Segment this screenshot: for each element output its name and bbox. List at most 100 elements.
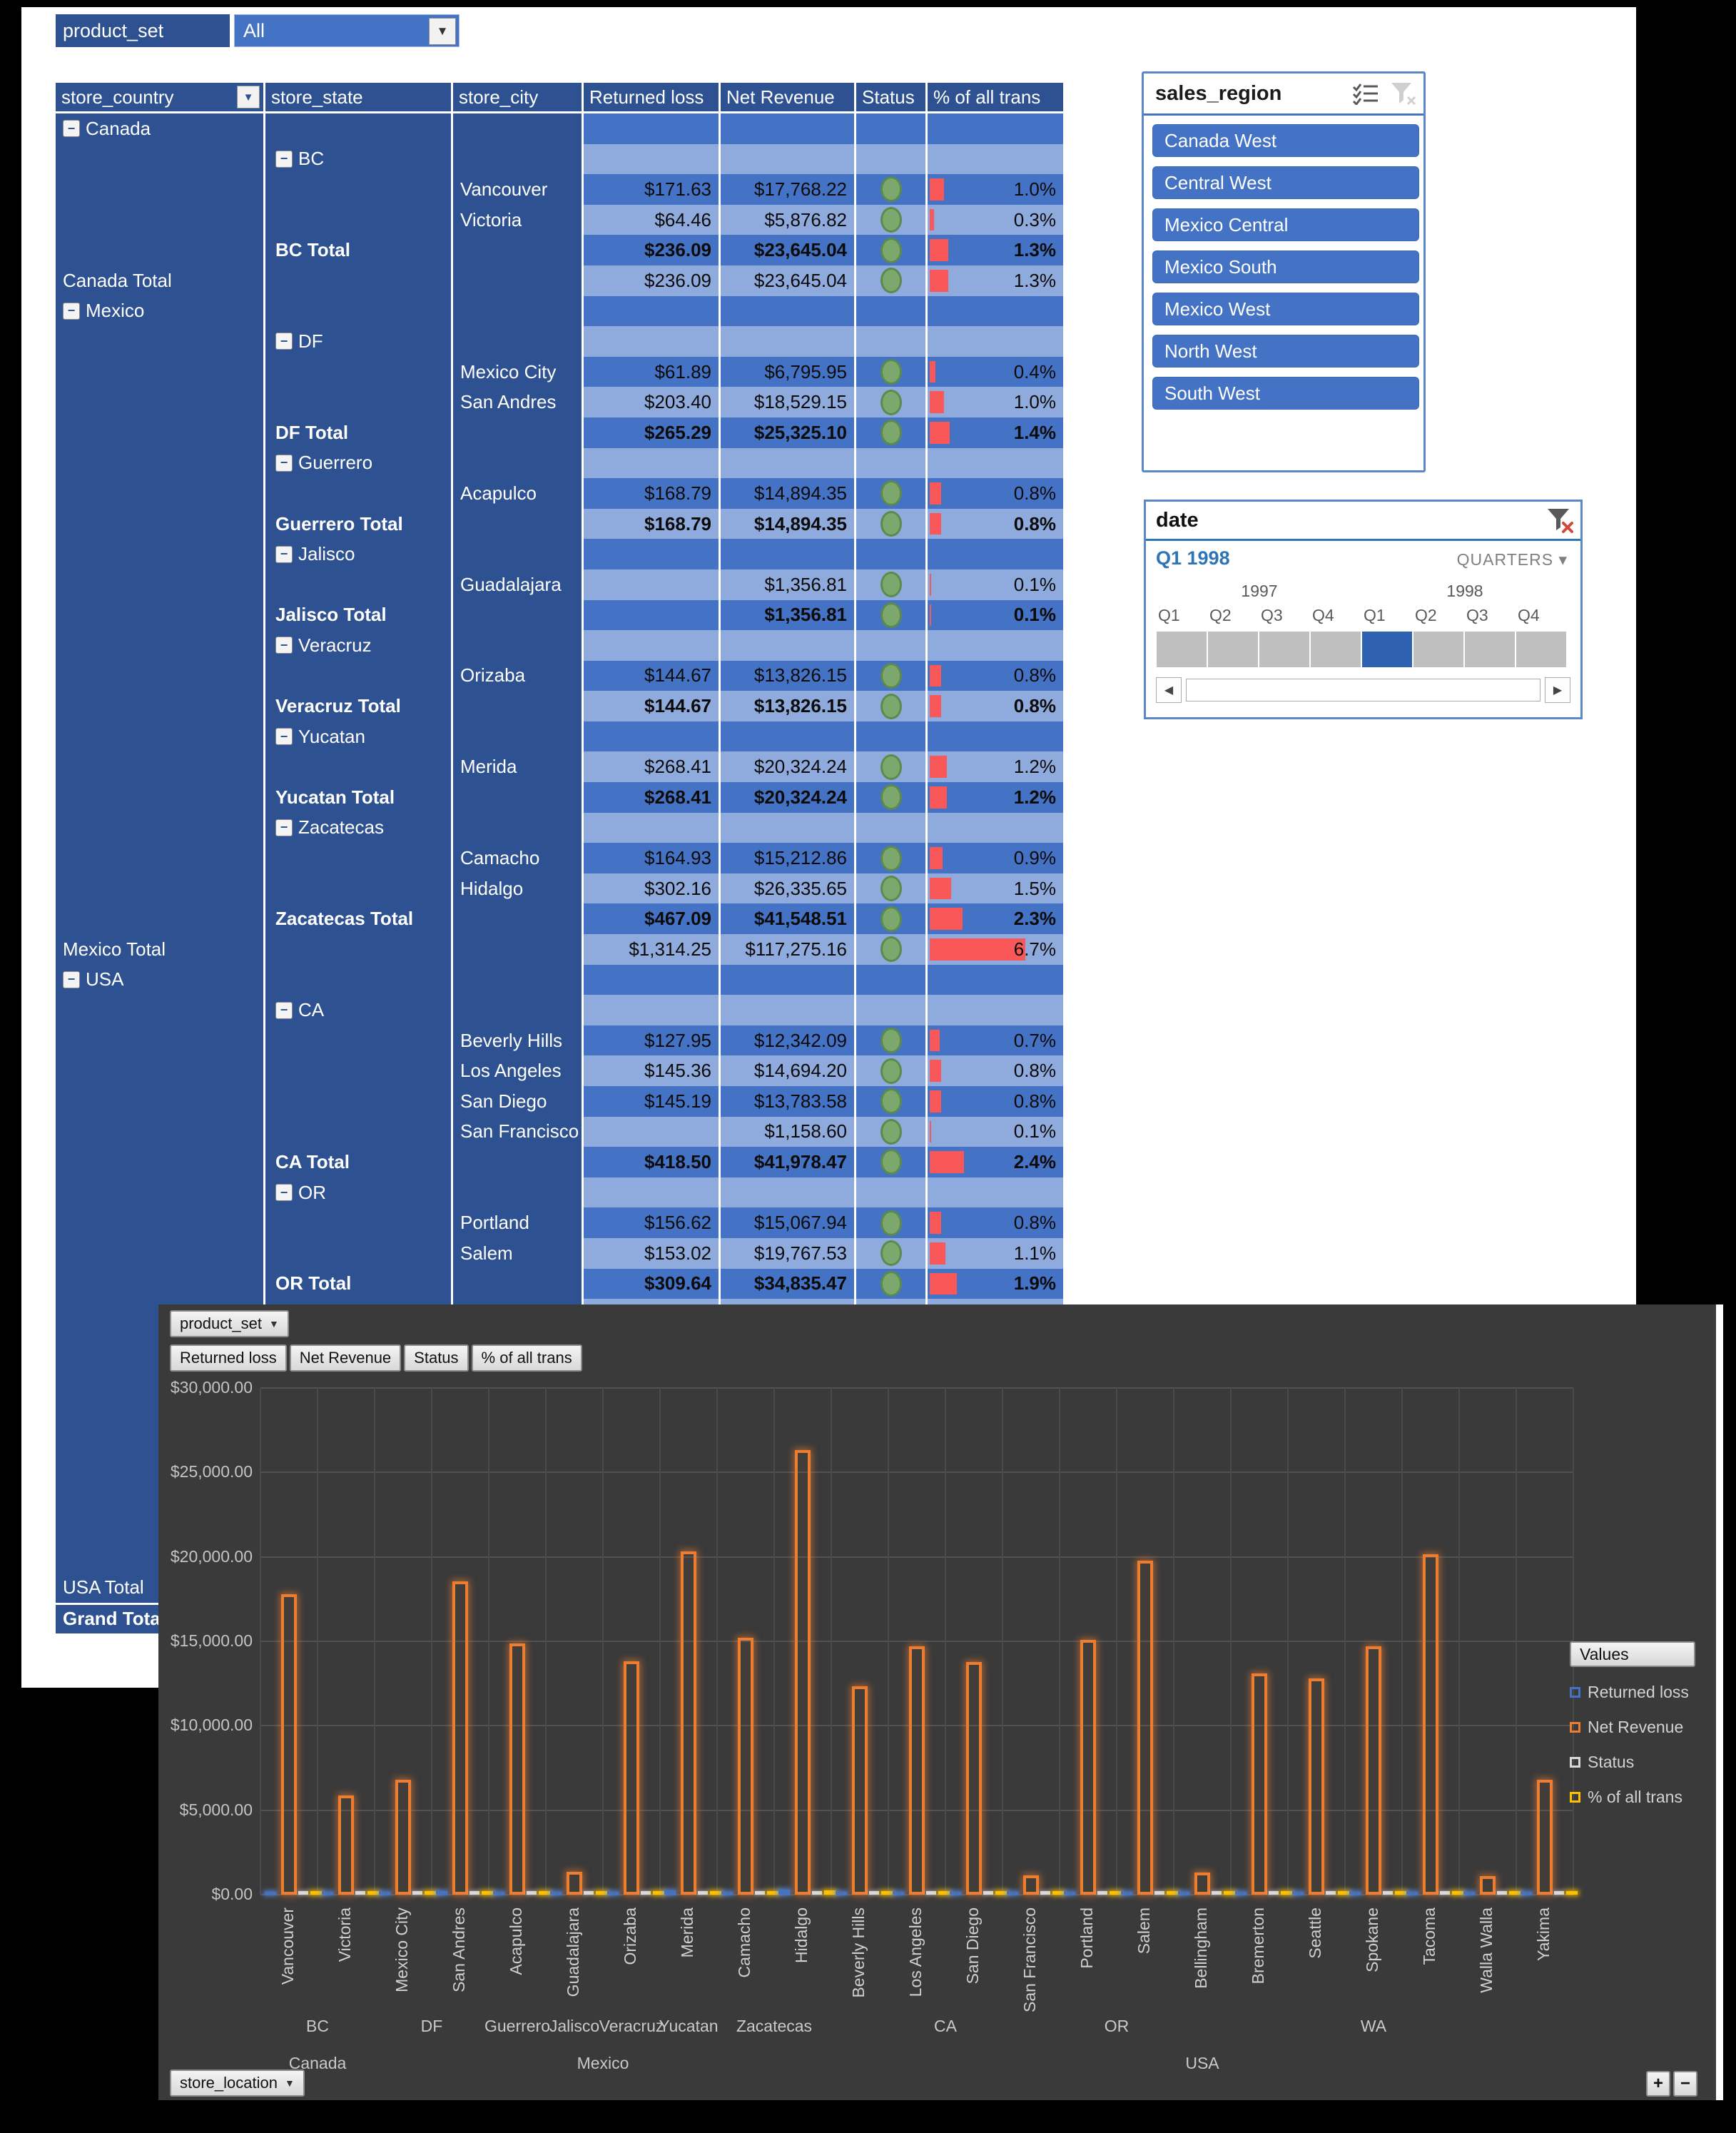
cell-store-country[interactable]: [56, 721, 265, 752]
cell-store-city[interactable]: [453, 265, 584, 296]
cell-store-state[interactable]: − BC: [265, 143, 453, 175]
cell-net-revenue[interactable]: $14,694.20: [721, 1055, 856, 1086]
cell-store-state[interactable]: − Zacatecas: [265, 812, 453, 843]
timeline-quarter-cell[interactable]: [1362, 632, 1412, 667]
cell-store-country[interactable]: Mexico Total: [56, 934, 265, 965]
cell-store-country[interactable]: [56, 1207, 265, 1238]
cell-pct-of-all-trans[interactable]: [928, 630, 1063, 661]
clear-filter-icon[interactable]: [1545, 507, 1573, 533]
collapse-icon[interactable]: −: [63, 302, 80, 320]
cell-pct-of-all-trans[interactable]: 0.9%: [928, 843, 1063, 873]
cell-pct-of-all-trans[interactable]: 1.3%: [928, 265, 1063, 296]
collapse-icon[interactable]: −: [275, 819, 293, 836]
cell-store-country[interactable]: [56, 326, 265, 357]
cell-pct-of-all-trans[interactable]: 0.8%: [928, 1055, 1063, 1086]
cell-store-state[interactable]: [265, 873, 453, 904]
cell-store-country[interactable]: [56, 660, 265, 691]
cell-pct-of-all-trans[interactable]: 1.0%: [928, 387, 1063, 417]
collapse-field-button[interactable]: −: [1673, 2071, 1697, 2097]
cell-store-city[interactable]: Mexico City: [453, 356, 584, 387]
cell-store-city[interactable]: Vancouver: [453, 174, 584, 205]
cell-store-city[interactable]: [453, 143, 584, 175]
cell-store-city[interactable]: [453, 295, 584, 327]
table-row[interactable]: San Diego $145.19 $13,783.58 0.8%: [56, 1086, 1063, 1117]
cell-store-city[interactable]: [453, 235, 584, 265]
cell-status[interactable]: [856, 174, 928, 205]
cell-store-city[interactable]: [453, 630, 584, 661]
cell-returned-loss[interactable]: $467.09: [584, 903, 721, 935]
cell-returned-loss[interactable]: [584, 113, 721, 144]
cell-pct-of-all-trans[interactable]: [928, 539, 1063, 569]
cell-status[interactable]: [856, 751, 928, 783]
cell-pct-of-all-trans[interactable]: 1.2%: [928, 751, 1063, 783]
table-row[interactable]: Portland $156.62 $15,067.94 0.8%: [56, 1207, 1063, 1238]
table-row[interactable]: Jalisco Total $1,356.81 0.1%: [56, 599, 1063, 631]
cell-store-country[interactable]: [56, 1147, 265, 1177]
cell-status[interactable]: [856, 1116, 928, 1147]
cell-store-state[interactable]: [265, 204, 453, 235]
cell-store-state[interactable]: [265, 478, 453, 509]
cell-returned-loss[interactable]: $168.79: [584, 478, 721, 509]
report-filter-value[interactable]: All ▼: [234, 14, 460, 47]
cell-returned-loss[interactable]: $1,314.25: [584, 934, 721, 965]
table-row[interactable]: Guadalajara $1,356.81 0.1%: [56, 569, 1063, 600]
cell-status[interactable]: [856, 508, 928, 539]
collapse-icon[interactable]: −: [275, 728, 293, 746]
table-row[interactable]: San Francisco $1,158.60 0.1%: [56, 1116, 1063, 1147]
cell-net-revenue[interactable]: $13,826.15: [721, 660, 856, 691]
cell-net-revenue[interactable]: [721, 539, 856, 569]
cell-net-revenue[interactable]: $20,324.24: [721, 751, 856, 783]
cell-store-city[interactable]: San Diego: [453, 1086, 584, 1117]
cell-store-state[interactable]: [265, 964, 453, 995]
collapse-icon[interactable]: −: [275, 454, 293, 472]
cell-store-country[interactable]: [56, 995, 265, 1025]
cell-store-state[interactable]: − Veracruz: [265, 630, 453, 661]
cell-pct-of-all-trans[interactable]: 0.8%: [928, 1086, 1063, 1117]
cell-store-country[interactable]: [56, 1055, 265, 1086]
cell-store-country[interactable]: [56, 387, 265, 417]
table-row[interactable]: Victoria $64.46 $5,876.82 0.3%: [56, 204, 1063, 235]
cell-returned-loss[interactable]: [584, 812, 721, 843]
chart-field-button--of-all-trans[interactable]: % of all trans: [471, 1344, 582, 1372]
cell-pct-of-all-trans[interactable]: 0.8%: [928, 478, 1063, 509]
cell-store-state[interactable]: [265, 1025, 453, 1056]
cell-store-country[interactable]: [56, 508, 265, 539]
slicer-item-mexico-south[interactable]: Mexico South: [1152, 250, 1419, 283]
cell-status[interactable]: [856, 721, 928, 752]
slicer-item-north-west[interactable]: North West: [1152, 335, 1419, 368]
scroll-right-icon[interactable]: ▶: [1545, 677, 1570, 703]
cell-store-city[interactable]: [453, 812, 584, 843]
table-row[interactable]: OR Total $309.64 $34,835.47 1.9%: [56, 1268, 1063, 1299]
slicer-item-central-west[interactable]: Central West: [1152, 166, 1419, 199]
collapse-icon[interactable]: −: [275, 1184, 293, 1202]
cell-store-state[interactable]: [265, 356, 453, 387]
cell-pct-of-all-trans[interactable]: 1.9%: [928, 1268, 1063, 1299]
cell-store-state[interactable]: Jalisco Total: [265, 599, 453, 631]
table-row[interactable]: − BC: [56, 143, 1063, 175]
cell-returned-loss[interactable]: [584, 143, 721, 175]
expand-field-button[interactable]: +: [1646, 2071, 1670, 2097]
cell-net-revenue[interactable]: [721, 447, 856, 479]
cell-net-revenue[interactable]: $23,645.04: [721, 235, 856, 265]
cell-pct-of-all-trans[interactable]: 1.5%: [928, 873, 1063, 904]
cell-store-state[interactable]: Guerrero Total: [265, 508, 453, 539]
timeline-quarter-cell[interactable]: [1259, 632, 1309, 667]
table-row[interactable]: − Zacatecas: [56, 812, 1063, 843]
cell-pct-of-all-trans[interactable]: [928, 1177, 1063, 1208]
cell-pct-of-all-trans[interactable]: 0.8%: [928, 1207, 1063, 1238]
cell-store-city[interactable]: [453, 326, 584, 357]
cell-store-city[interactable]: Beverly Hills: [453, 1025, 584, 1056]
cell-store-state[interactable]: Veracruz Total: [265, 691, 453, 721]
cell-store-city[interactable]: Hidalgo: [453, 873, 584, 904]
cell-store-state[interactable]: [265, 174, 453, 205]
cell-store-state[interactable]: [265, 387, 453, 417]
table-row[interactable]: Guerrero Total $168.79 $14,894.35 0.8%: [56, 508, 1063, 539]
cell-pct-of-all-trans[interactable]: [928, 995, 1063, 1025]
cell-store-state[interactable]: Zacatecas Total: [265, 903, 453, 935]
table-row[interactable]: − Canada: [56, 113, 1063, 144]
cell-store-city[interactable]: [453, 903, 584, 935]
collapse-icon[interactable]: −: [275, 637, 293, 654]
cell-store-city[interactable]: San Andres: [453, 387, 584, 417]
cell-store-country[interactable]: [56, 174, 265, 205]
cell-pct-of-all-trans[interactable]: [928, 113, 1063, 144]
